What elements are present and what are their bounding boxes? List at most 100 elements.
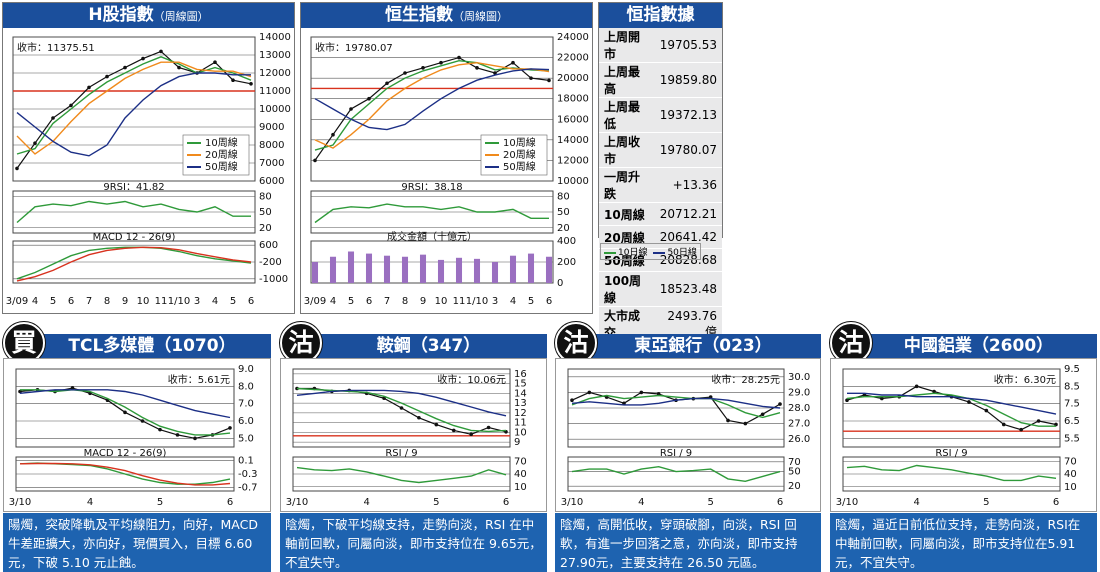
legend-label: 10周線 [503, 136, 536, 149]
chart-title-bar: 中國鋁業（2600） [860, 334, 1097, 358]
table-title: 恒指數據 [599, 3, 722, 28]
price-point [914, 384, 919, 389]
price-point [313, 158, 317, 163]
y-tick-label: 40 [514, 469, 527, 480]
y-tick-label: 5.0 [238, 433, 254, 444]
x-tick-label: 6 [68, 296, 74, 307]
y-tick-label: 80 [259, 191, 272, 202]
table-label: 上周收市 [599, 132, 652, 168]
y-tick-label: 12 [514, 408, 527, 419]
chart-title-bar: 鞍鋼（347） [310, 334, 547, 358]
x-tick-label: 6 [227, 497, 233, 508]
price-point [193, 436, 197, 441]
table-value: 19705.53 [651, 28, 722, 63]
table-label: 50周線 [599, 248, 652, 272]
price-point [932, 389, 936, 394]
close-annotation: 收市：10.06元 [437, 373, 506, 386]
y-tick-label: -0.7 [238, 483, 258, 494]
y-tick-label: 29.0 [788, 387, 810, 398]
price-point [1019, 427, 1023, 432]
price-line [297, 387, 507, 435]
table-row: 上周最低 19372.13 [599, 97, 722, 133]
chart: 3/09 4 5 6 7 8 9 10 11 1/10 3 4 5 6 10000 12000 14000 160… [304, 32, 589, 307]
y-tick-label: 13 [514, 398, 527, 409]
volume-bar [329, 256, 337, 283]
x-tick-label: 6 [546, 296, 552, 307]
price-point [105, 74, 109, 79]
table-label: 上周開市 [599, 28, 652, 63]
price-point [862, 393, 867, 397]
commentary: 陰燭，下破平均線支持，走勢向淡，RSI 在中軸前回軟，同屬向淡，即市支持位在 9… [280, 513, 547, 572]
indicator-line [16, 246, 252, 280]
y-tick-label: 10 [514, 482, 527, 493]
annotation-bg [313, 41, 405, 54]
y-tick-label: 20 [557, 223, 570, 234]
table-row: 50周線 20828.68 [599, 248, 722, 272]
chart-subtitle: （周線圖） [453, 10, 508, 23]
indicator-line [571, 397, 781, 409]
price-point [123, 410, 127, 415]
y-tick-label: 9 [514, 437, 520, 448]
y-tick-label: 50 [557, 207, 570, 218]
y-tick-label: 27.0 [788, 419, 810, 430]
y-tick-label: 8.5 [1064, 381, 1080, 392]
y-tick-label: 9000 [259, 122, 284, 133]
pane-frame [567, 456, 785, 492]
chart-title: 東亞銀行（023） [634, 336, 772, 356]
volume-bar [473, 258, 481, 283]
chart-title-bar: TCL多媒體（1070） [33, 334, 271, 358]
x-tick-label: 3 [492, 296, 498, 307]
legend-swatch [653, 251, 666, 254]
legend-label: 50日線 [667, 248, 697, 258]
price-point [417, 415, 421, 420]
price-point [367, 96, 371, 101]
indicator-line [16, 56, 252, 155]
x-tick-label: 6 [777, 497, 783, 508]
table-body: 上周開市 19705.53 上周最高 19859.80 上周最低 19372.13 上周收市… [599, 28, 722, 342]
price-point [451, 428, 456, 433]
y-tick-label: 13000 [259, 50, 291, 61]
y-tick-label: 15 [514, 379, 527, 390]
table-label: 10周線 [599, 202, 652, 226]
pane-frame [292, 368, 511, 448]
indicator-line [19, 389, 231, 419]
annotation-bg [15, 41, 107, 54]
y-tick-label: 24000 [557, 32, 589, 43]
x-tick-label: 3/10 [836, 497, 858, 508]
legend-label: 10周線 [205, 136, 238, 149]
y-tick-label: -200 [259, 257, 282, 268]
y-tick-label: 6000 [259, 176, 284, 187]
y-tick-label: 7.0 [238, 399, 254, 410]
y-tick-label: 5.5 [1064, 433, 1080, 444]
volume-bar [311, 262, 319, 283]
pane-label: RSI / 9 [660, 448, 692, 459]
y-tick-label: 70 [1064, 456, 1077, 467]
table-row: 上周最高 19859.80 [599, 62, 722, 98]
price-point [587, 390, 592, 395]
chart-title: 恒生指數 [385, 5, 453, 25]
price-point [399, 406, 404, 410]
table-value: 19859.80 [651, 62, 722, 98]
x-tick-label: 7 [86, 296, 92, 307]
table-value: 20828.68 [651, 248, 722, 272]
price-point [486, 425, 491, 430]
close-annotation: 收市：6.30元 [994, 373, 1056, 386]
y-tick-label: 30.0 [788, 372, 810, 383]
price-point [403, 71, 407, 75]
price-line [16, 50, 252, 169]
x-tick-label: 6 [1053, 497, 1059, 508]
y-tick-label: 10000 [259, 104, 291, 115]
x-tick-label: 10 [435, 296, 448, 307]
x-tick-label: 6 [366, 296, 372, 307]
badge: 沽 [830, 322, 872, 364]
volume-bar [491, 262, 499, 283]
y-tick-label: 22000 [557, 53, 589, 64]
price-point [656, 392, 661, 396]
x-tick-label: 3/09 [304, 296, 326, 307]
x-tick-label: 8 [104, 296, 110, 307]
y-tick-label: 70 [788, 457, 801, 468]
volume-bar [347, 251, 355, 283]
x-tick-label: 4 [32, 296, 38, 307]
price-point [743, 421, 748, 426]
y-tick-label: 26.0 [788, 434, 810, 445]
